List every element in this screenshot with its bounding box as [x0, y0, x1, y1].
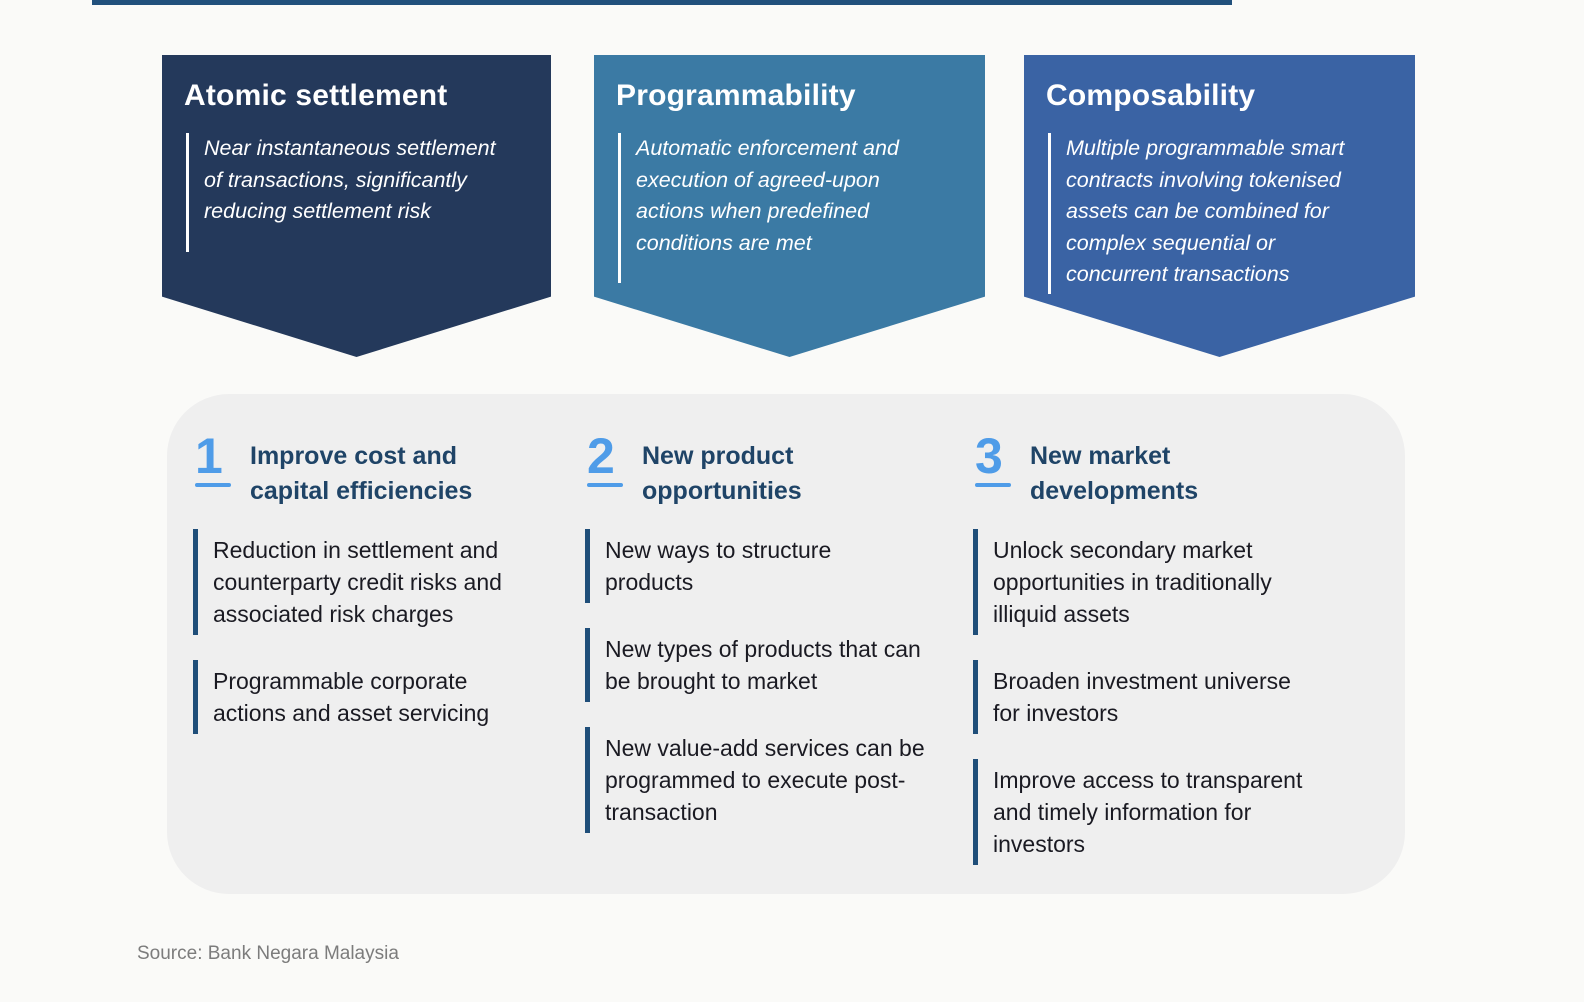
- banner-description: Multiple programmable smart contracts in…: [1048, 133, 1391, 294]
- benefits-panel: 1 Improve cost and capital efficiencies …: [167, 394, 1405, 894]
- banner-composability: Composability Multiple programmable smar…: [1024, 55, 1415, 357]
- column-number-badge: 3: [973, 428, 1011, 487]
- benefit-item: Unlock secondary market opportunities in…: [973, 529, 1333, 635]
- column-items: Reduction in settlement and counterparty…: [193, 529, 553, 734]
- column-number: 2: [587, 428, 615, 484]
- column-header: 3 New market developments: [973, 428, 1333, 509]
- column-number: 1: [195, 428, 223, 484]
- number-underline: [195, 483, 231, 487]
- column-heading: New product opportunities: [642, 442, 802, 505]
- number-underline: [587, 483, 623, 487]
- column-number: 3: [975, 428, 1003, 484]
- banner-programmability: Programmability Automatic enforcement an…: [594, 55, 985, 357]
- banner-title: Atomic settlement: [184, 79, 448, 112]
- column-items: New ways to structure products New types…: [585, 529, 945, 833]
- banner-description: Automatic enforcement and execution of a…: [618, 133, 961, 283]
- banner-description: Near instantaneous settlement of transac…: [186, 133, 527, 252]
- banner-atomic-settlement: Atomic settlement Near instantaneous set…: [162, 55, 551, 357]
- benefit-item: Broaden investment universe for investor…: [973, 660, 1333, 734]
- column-items: Unlock secondary market opportunities in…: [973, 529, 1333, 865]
- benefit-item: New ways to structure products: [585, 529, 945, 603]
- benefit-item: New types of products that can be brough…: [585, 628, 945, 702]
- number-underline: [975, 483, 1011, 487]
- column-header: 1 Improve cost and capital efficiencies: [193, 428, 553, 509]
- banner-title: Programmability: [616, 79, 856, 112]
- column-heading: Improve cost and capital efficiencies: [250, 442, 473, 505]
- benefit-item: Reduction in settlement and counterparty…: [193, 529, 553, 635]
- benefit-item: New value-add services can be programmed…: [585, 727, 945, 833]
- column-header: 2 New product opportunities: [585, 428, 945, 509]
- benefit-item: Programmable corporate actions and asset…: [193, 660, 553, 734]
- benefit-column-cost-efficiencies: 1 Improve cost and capital efficiencies …: [193, 428, 553, 759]
- column-heading: New market developments: [1030, 442, 1199, 505]
- benefit-item: Improve access to transparent and timely…: [973, 759, 1333, 865]
- column-number-badge: 2: [585, 428, 623, 487]
- column-number-badge: 1: [193, 428, 231, 487]
- benefit-column-market-developments: 3 New market developments Unlock seconda…: [973, 428, 1333, 890]
- banner-title: Composability: [1046, 79, 1256, 112]
- top-divider-rule: [92, 0, 1232, 5]
- benefit-column-product-opportunities: 2 New product opportunities New ways to …: [585, 428, 945, 858]
- source-attribution: Source: Bank Negara Malaysia: [137, 943, 399, 964]
